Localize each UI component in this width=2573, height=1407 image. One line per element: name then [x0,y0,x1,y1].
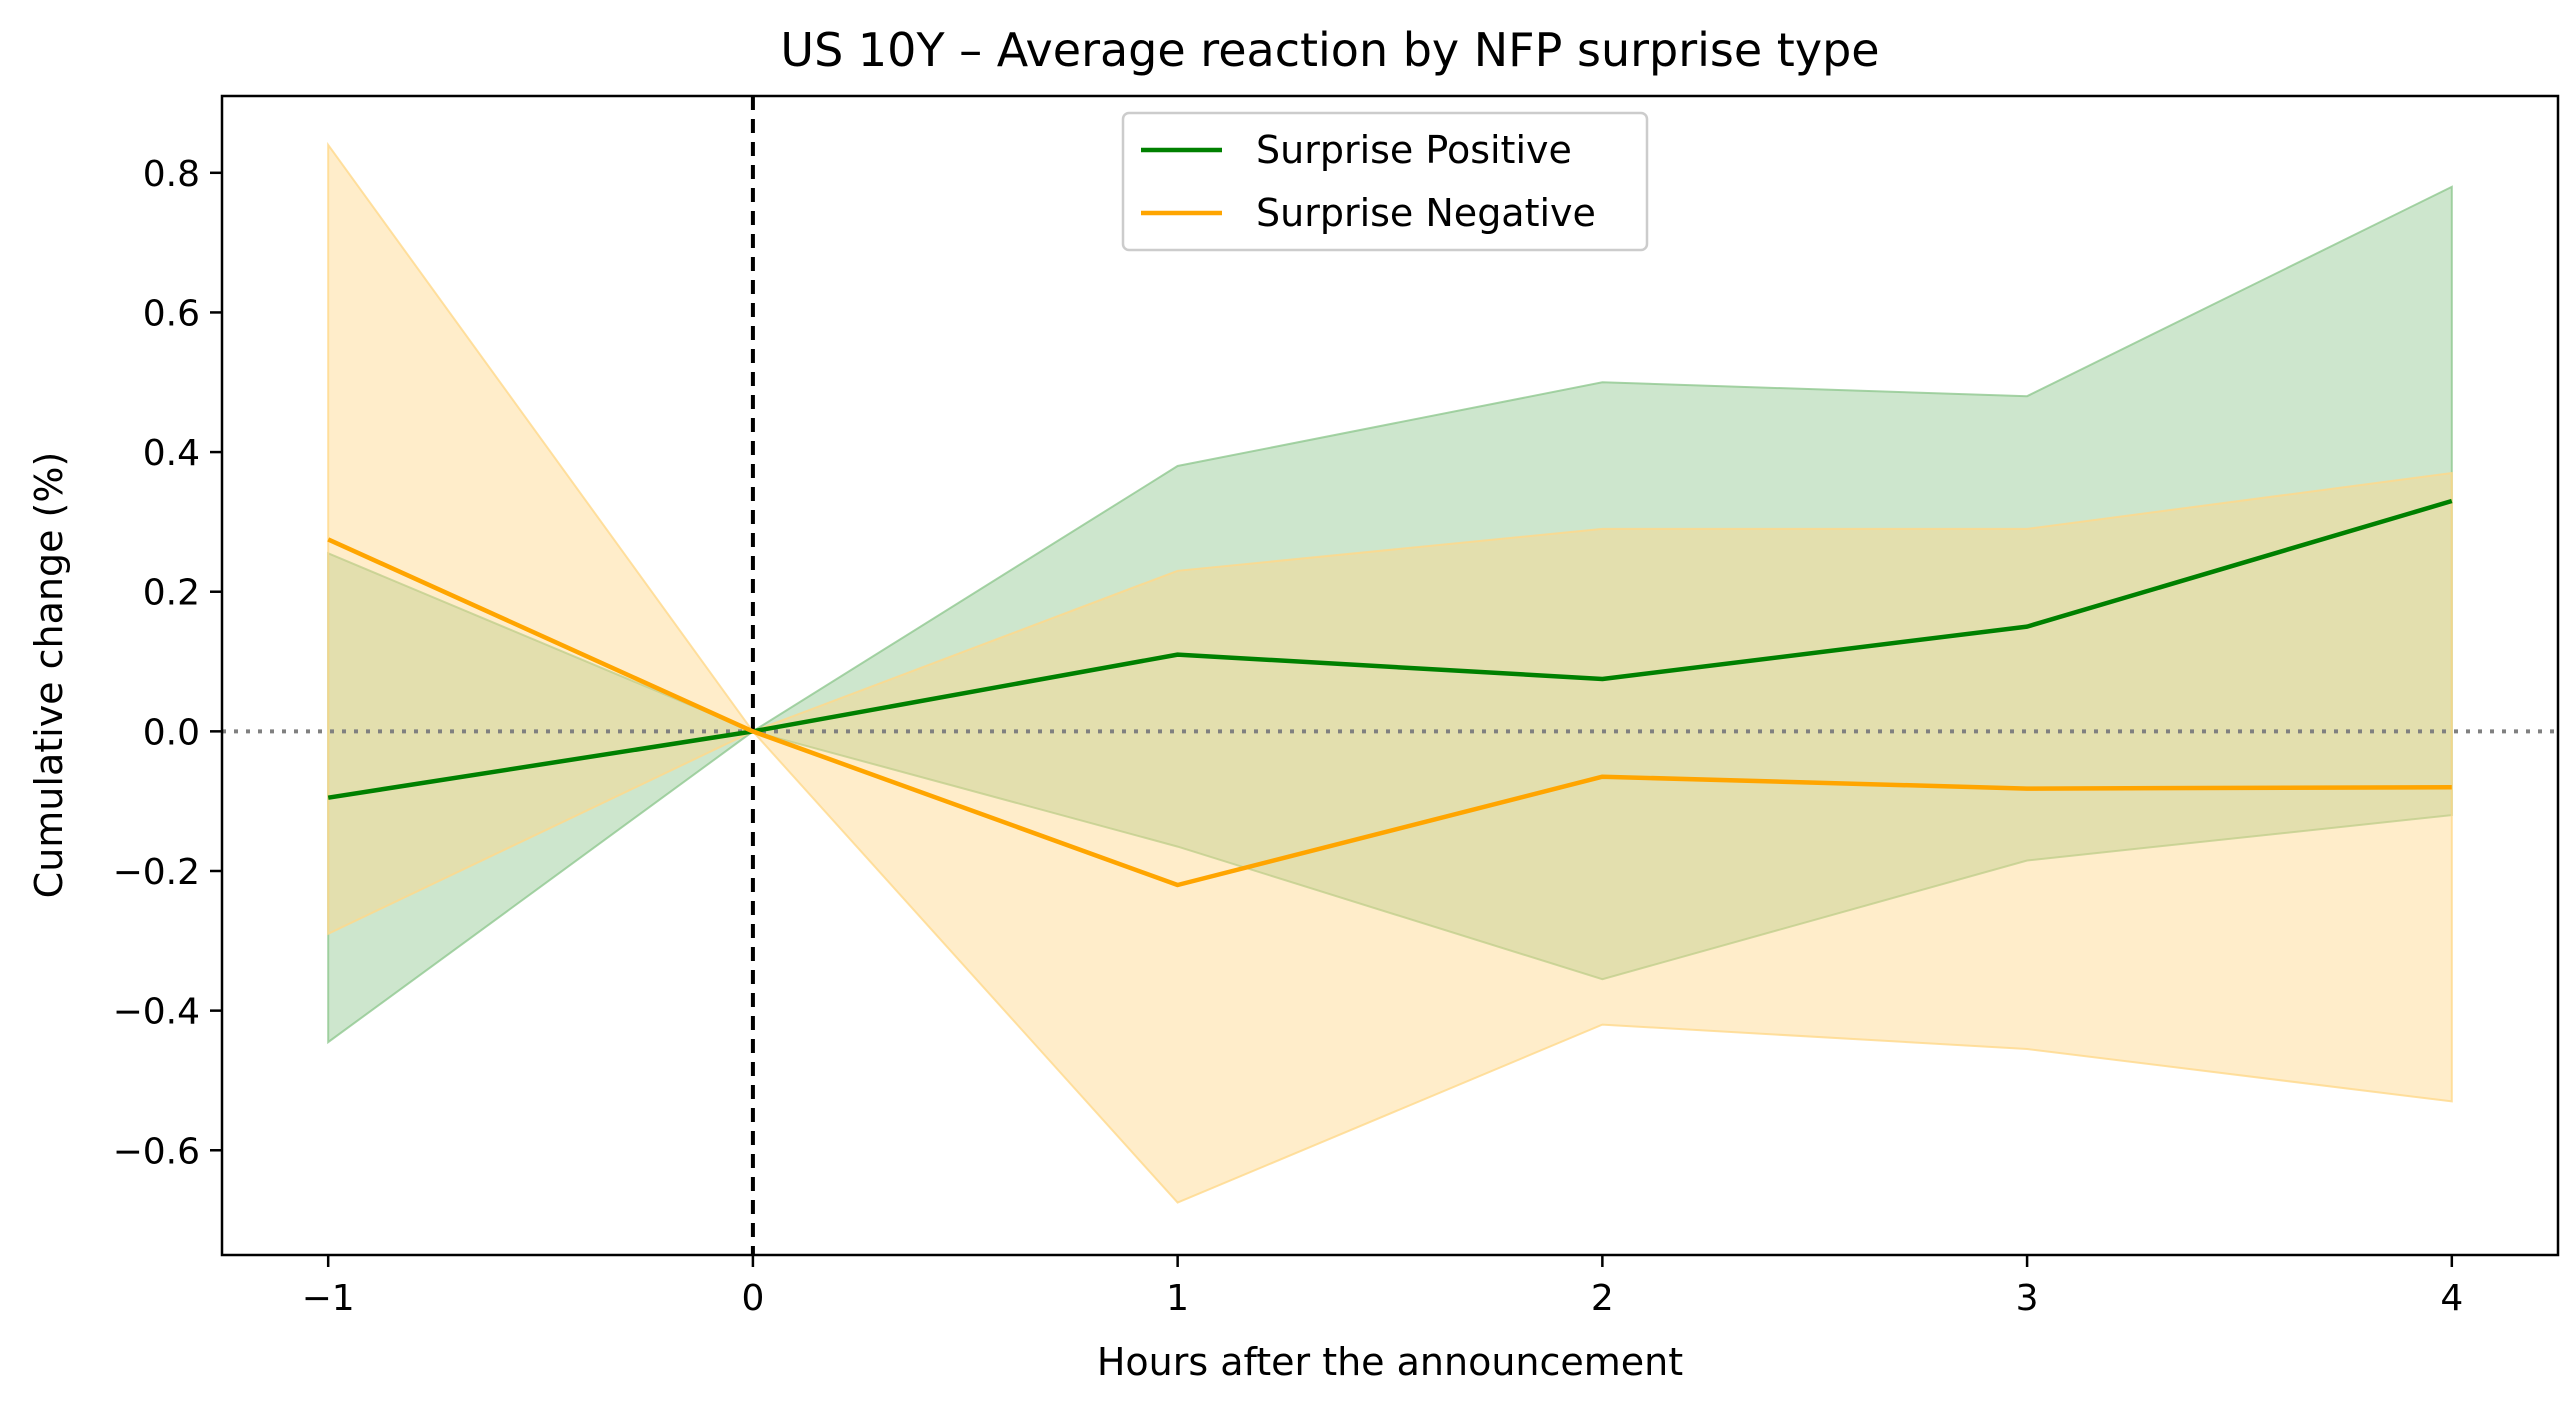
y-tick-label: −0.6 [113,1131,200,1172]
x-tick-label: 2 [1591,1278,1614,1319]
x-axis-label: Hours after the announcement [1097,1340,1683,1384]
y-tick-label: 0.0 [143,712,200,753]
y-tick-label: 0.4 [143,433,200,474]
legend-box [1121,111,1649,252]
y-tick-label: 0.2 [143,573,200,614]
x-tick-label: 0 [741,1278,764,1319]
y-tick-label: −0.4 [113,992,200,1033]
legend: Surprise Positive Surprise Negative [1121,111,1649,252]
y-axis-label: Cumulative change (%) [27,452,71,899]
x-axis-ticks: −1 0 1 2 3 4 [302,1255,2463,1319]
y-tick-label: 0.6 [143,293,200,334]
series-lines [327,498,2453,888]
x-tick-label: 1 [1166,1278,1189,1319]
x-tick-label: 3 [2016,1278,2039,1319]
surprise-positive-line [327,498,2453,800]
y-tick-label: −0.2 [113,852,200,893]
y-tick-label: 0.8 [143,154,200,195]
surprise-positive-legend-label: Surprise Positive [1256,128,1572,172]
surprise-negative-legend-label: Surprise Negative [1256,191,1596,235]
surprise-negative-line [327,537,2452,888]
plot-frame [220,94,2560,1257]
chart-title: US 10Y – Average reaction by NFP surpris… [780,23,1879,77]
x-tick-label: 4 [2440,1278,2463,1319]
y-axis-ticks: −0.6 −0.4 −0.2 0.0 0.2 0.4 0.6 0.8 [113,154,222,1172]
reference-lines [222,96,2558,1255]
x-tick-label: −1 [302,1278,355,1319]
